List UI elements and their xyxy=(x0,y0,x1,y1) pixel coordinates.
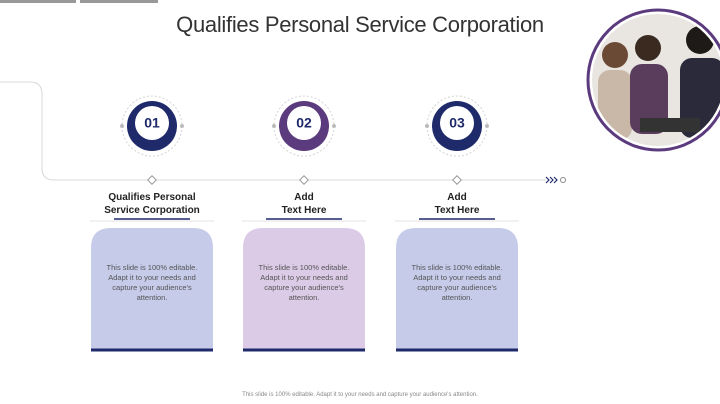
step-inner xyxy=(287,106,321,140)
step-dot xyxy=(180,124,184,128)
step-dot xyxy=(120,124,124,128)
footer-note: This slide is 100% editable. Adapt it to… xyxy=(242,392,478,398)
timeline-marker xyxy=(147,175,157,185)
heading-line: Qualifies Personal xyxy=(108,192,196,203)
step-dot xyxy=(332,124,336,128)
heading-line: Add xyxy=(294,192,314,203)
top-bar xyxy=(0,0,76,3)
step-card xyxy=(243,228,365,350)
step-card xyxy=(91,228,213,350)
slide-title: Qualifies Personal Service Corporation xyxy=(176,12,544,37)
timeline-marker xyxy=(299,175,309,185)
timeline xyxy=(0,81,546,181)
step-inner xyxy=(135,106,169,140)
timeline-arrow xyxy=(545,176,558,184)
step-number: 02 xyxy=(296,115,312,131)
heading-line: Text Here xyxy=(434,205,480,216)
step-dot xyxy=(272,124,276,128)
step-number: 01 xyxy=(144,115,160,131)
timeline-end xyxy=(560,177,566,183)
heading-line: Add xyxy=(447,192,467,203)
heading-line: Text Here xyxy=(281,205,327,216)
step-dot xyxy=(425,124,429,128)
step-body: This slide is 100% editable. Adapt it to… xyxy=(411,263,503,302)
step-card xyxy=(396,228,518,350)
photo xyxy=(586,8,720,152)
timeline-marker xyxy=(452,175,462,185)
step-number: 03 xyxy=(449,115,465,131)
step-body: This slide is 100% editable. Adapt it to… xyxy=(258,263,350,302)
step-body: This slide is 100% editable. Adapt it to… xyxy=(106,263,198,302)
top-bar xyxy=(80,0,158,3)
step-heading: Add Text Here xyxy=(392,191,522,217)
step-inner xyxy=(440,106,474,140)
step-dot xyxy=(485,124,489,128)
step-heading: Qualifies Personal Service Corporation xyxy=(87,191,217,217)
step-heading: Add Text Here xyxy=(239,191,369,217)
heading-line: Service Corporation xyxy=(104,205,200,216)
